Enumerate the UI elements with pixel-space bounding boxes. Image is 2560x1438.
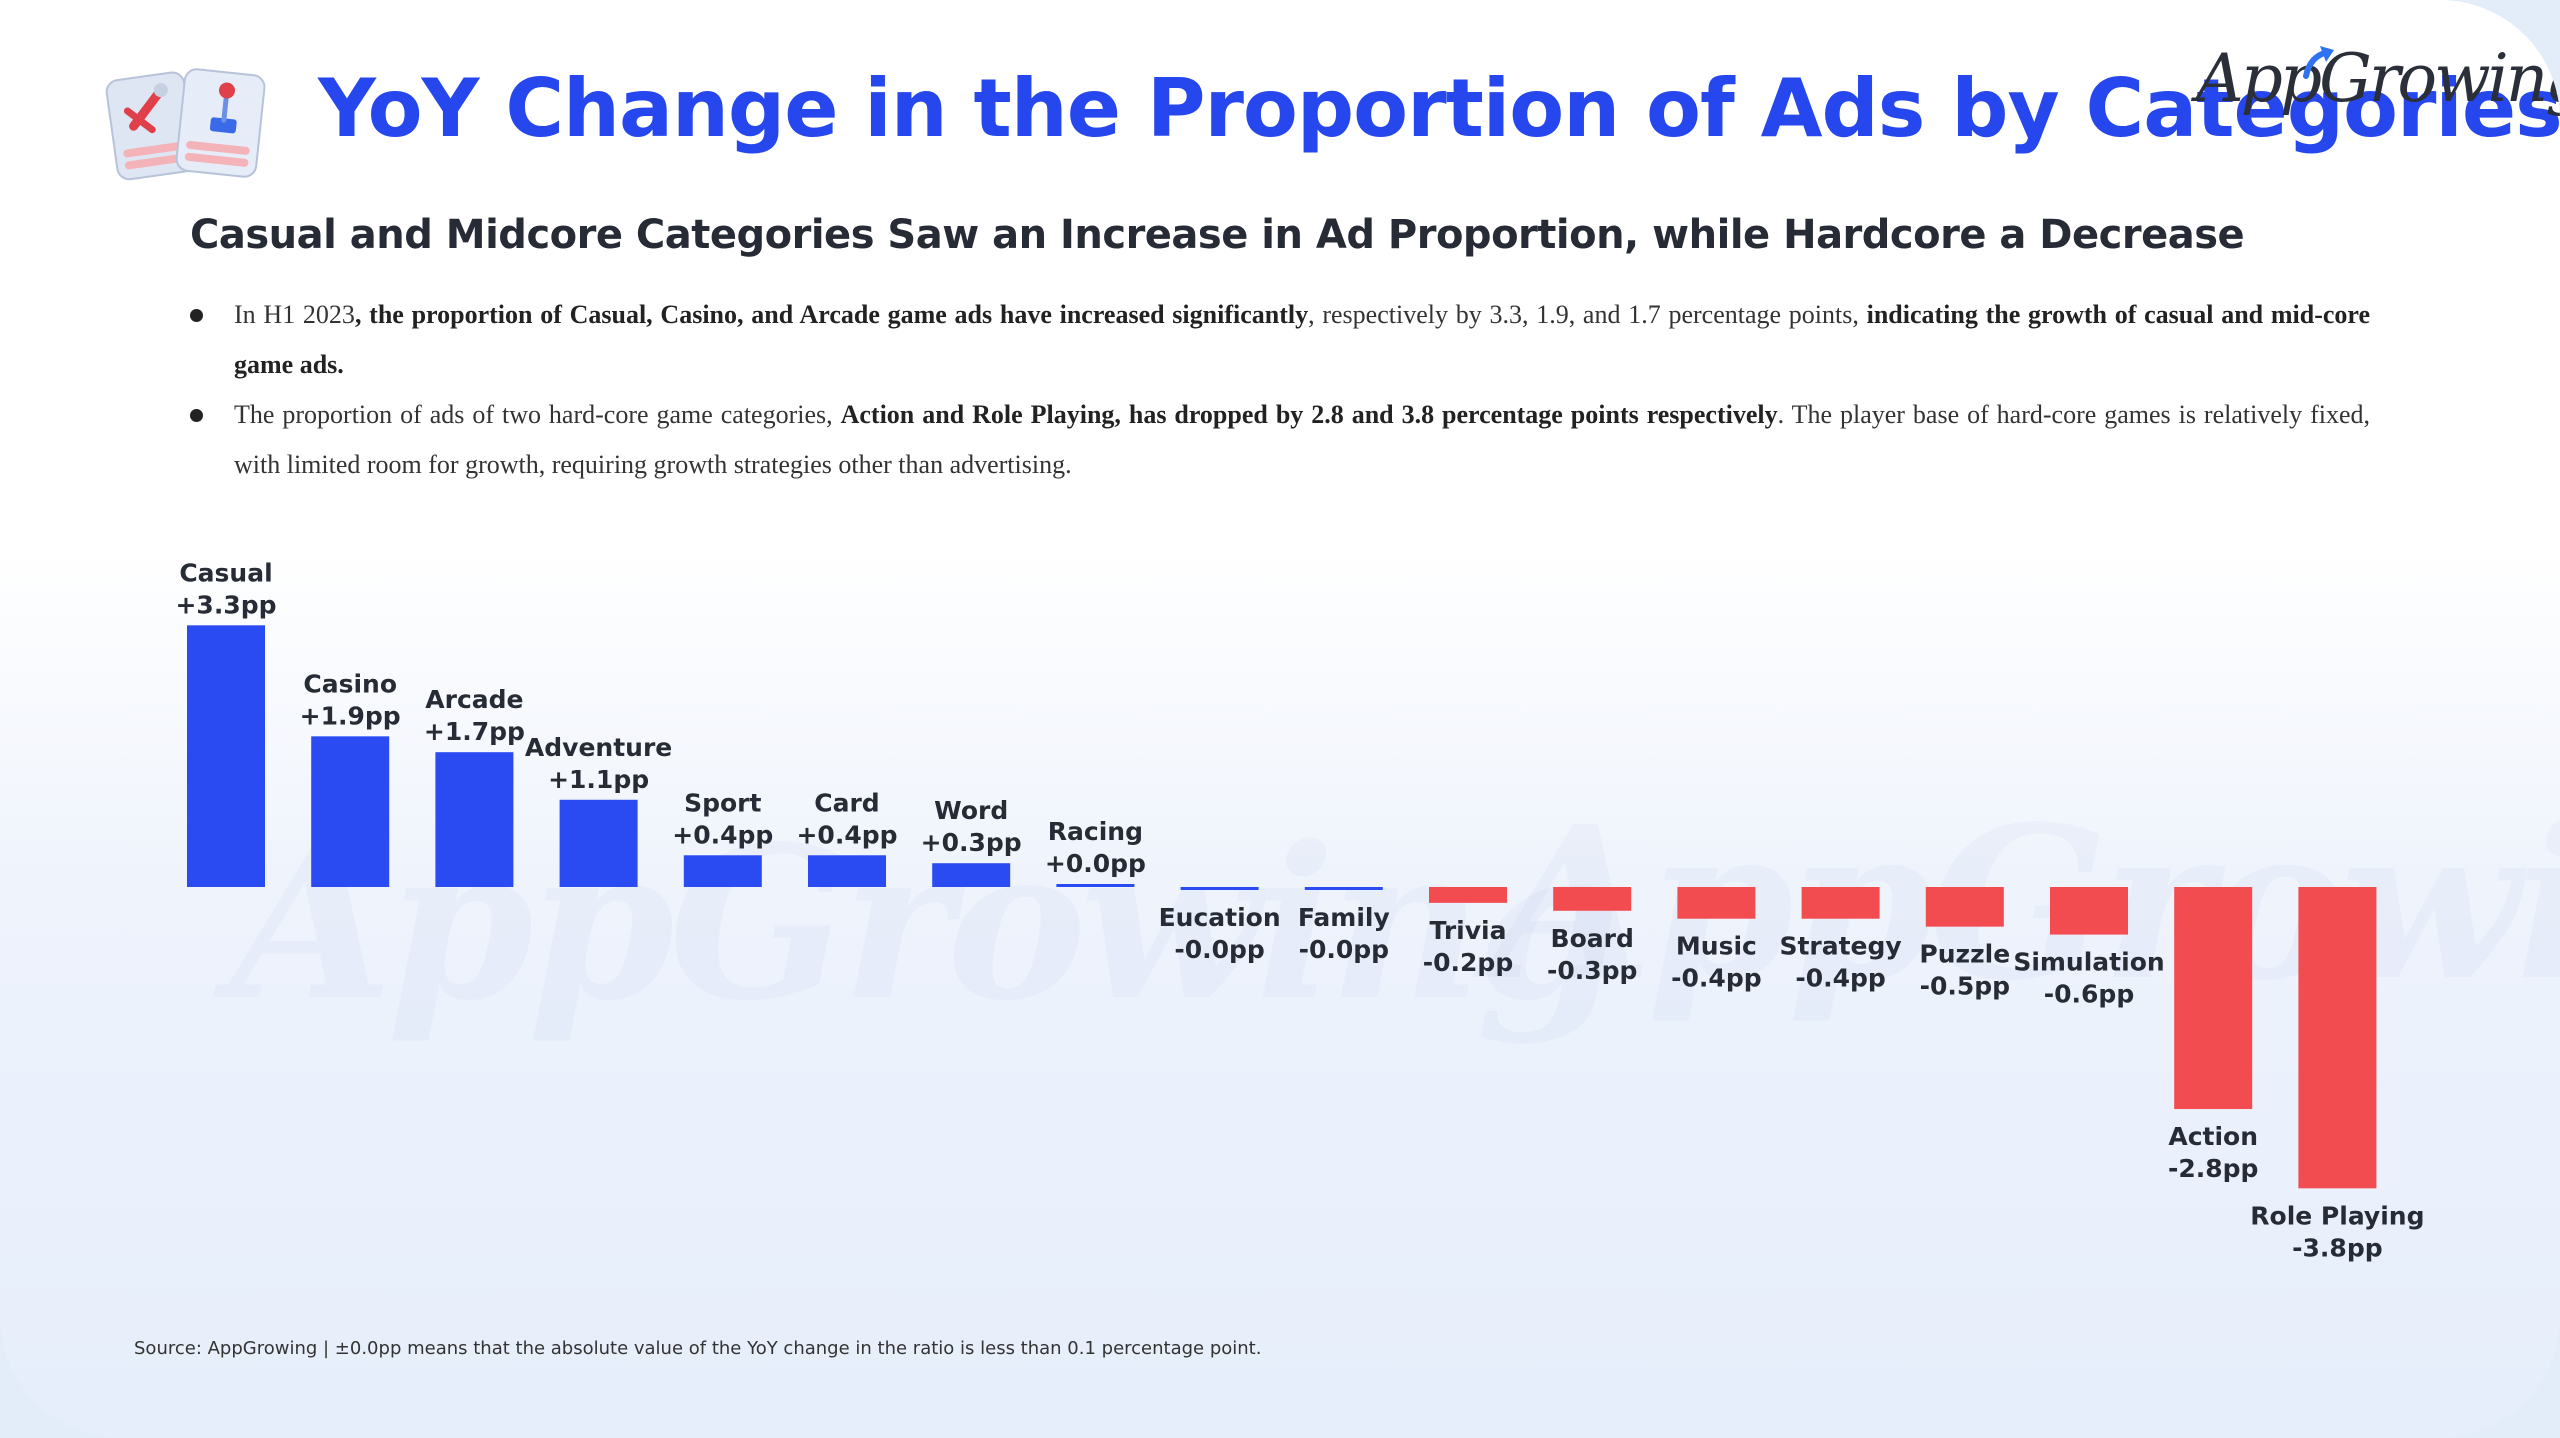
- data-label: -2.8pp: [2168, 1154, 2258, 1183]
- bar-family: [1304, 887, 1383, 890]
- bar-adventure: [559, 799, 638, 887]
- category-label: Music: [1676, 932, 1757, 961]
- bar-word: [932, 863, 1011, 887]
- bullet-list: In H1 2023, the proportion of Casual, Ca…: [184, 290, 2370, 490]
- bar-action: [2174, 887, 2253, 1110]
- category-label: Word: [934, 796, 1008, 825]
- data-label: +0.4pp: [796, 820, 897, 849]
- bar-eucation: [1180, 887, 1259, 890]
- category-label: Arcade: [425, 685, 523, 714]
- bar-board: [1553, 887, 1632, 911]
- bullet-text-bold: , the proportion of Casual, Casino, and …: [354, 300, 1309, 329]
- category-label: Trivia: [1430, 916, 1507, 945]
- category-label: Eucation: [1159, 903, 1281, 932]
- bar-puzzle: [1925, 887, 2004, 927]
- category-label: Racing: [1048, 817, 1143, 846]
- bar-casual: [187, 625, 265, 887]
- data-label: -0.5pp: [1920, 972, 2010, 1001]
- bullet-text: The proportion of ads of two hard-core g…: [234, 400, 841, 429]
- appgrowing-logo: AppGrowing: [2196, 40, 2560, 130]
- data-label: -0.3pp: [1547, 956, 1637, 985]
- watermark-logo: AppGrowing: [1490, 780, 2560, 1027]
- bar-music: [1677, 887, 1756, 919]
- arrow-up-icon: [2303, 46, 2334, 79]
- category-label: Family: [1298, 903, 1390, 932]
- data-label: +0.0pp: [1045, 849, 1146, 878]
- data-label: +1.9pp: [300, 701, 401, 730]
- bar-role-playing: [2298, 887, 2377, 1189]
- bar-strategy: [1801, 887, 1880, 919]
- data-label: -0.4pp: [1795, 964, 1885, 993]
- data-label: +0.4pp: [672, 820, 773, 849]
- category-label: Casual: [179, 558, 272, 587]
- category-label: Sport: [684, 788, 761, 817]
- data-label: +3.3pp: [175, 590, 276, 619]
- category-label: Strategy: [1779, 932, 1901, 961]
- logo-text: AppGrowing: [2196, 40, 2560, 117]
- category-label: Action: [2168, 1122, 2258, 1151]
- category-label: Casino: [303, 669, 397, 698]
- bar-casino: [311, 736, 390, 887]
- page-number: 06: [2528, 1410, 2549, 1429]
- bar-sport: [683, 855, 762, 887]
- bar-arcade: [435, 752, 514, 887]
- bullet-text: . The player base of hard-core games is …: [234, 400, 2370, 479]
- data-label: -0.2pp: [1423, 948, 1513, 977]
- data-label: +1.7pp: [424, 717, 525, 746]
- bullet-item: The proportion of ads of two hard-core g…: [184, 390, 2370, 490]
- data-label: +0.3pp: [921, 828, 1022, 857]
- data-label: -3.8pp: [2292, 1233, 2382, 1262]
- source-note: Source: AppGrowing | ±0.0pp means that t…: [134, 1338, 1262, 1359]
- bar-simulation: [2050, 887, 2128, 935]
- data-label: -0.6pp: [2044, 980, 2134, 1009]
- bar-trivia: [1429, 887, 1507, 903]
- category-label: Puzzle: [1919, 940, 2010, 969]
- category-label: Role Playing: [2250, 1201, 2424, 1230]
- bar-racing: [1056, 884, 1135, 887]
- category-label: Board: [1551, 924, 1634, 953]
- bullet-text-bold: Action and Role Playing, has dropped by …: [840, 400, 1778, 429]
- category-label: Simulation: [2013, 948, 2164, 977]
- bar-card: [808, 855, 886, 887]
- game-controller-icon: [105, 68, 266, 181]
- page-title: YoY Change in the Proportion of Ads by C…: [318, 62, 2560, 155]
- bullet-text: In H1 2023: [234, 300, 355, 329]
- data-label: -0.0pp: [1174, 935, 1264, 964]
- category-label: Card: [814, 788, 879, 817]
- data-label: -0.0pp: [1299, 935, 1389, 964]
- bullet-text: , respectively by 3.3, 1.9, and 1.7 perc…: [1308, 300, 1867, 329]
- data-label: -0.4pp: [1671, 964, 1761, 993]
- subtitle: Casual and Midcore Categories Saw an Inc…: [190, 212, 2245, 258]
- bullet-text-bold: indicating the growth of casual and mid-…: [234, 300, 2371, 379]
- category-label: Adventure: [525, 733, 672, 762]
- data-label: +1.1pp: [548, 765, 649, 794]
- bullet-item: In H1 2023, the proportion of Casual, Ca…: [184, 290, 2370, 390]
